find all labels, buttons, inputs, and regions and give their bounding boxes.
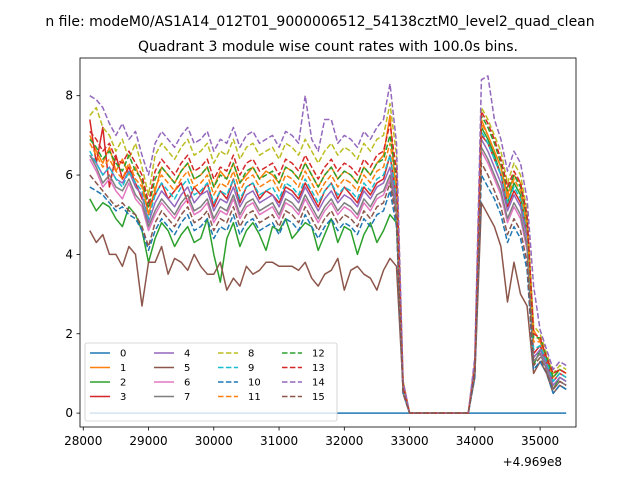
legend-label-5: 5: [184, 363, 190, 374]
y-tick-label: 8: [65, 89, 73, 103]
series-line-12: [89, 114, 567, 414]
axes: 28000 29000 30000 31000 32000 33000 34000 35000…: [64, 57, 577, 448]
series-line-6: [89, 150, 567, 414]
x-tick-label: 31000: [260, 434, 298, 448]
series-line-10: [89, 174, 567, 414]
series-line-5: [89, 202, 567, 414]
series-line-13: [89, 110, 567, 414]
series-line-14: [89, 75, 567, 414]
x-tick-label: 30000: [195, 434, 233, 448]
legend-label-13: 13: [312, 363, 325, 374]
legend-label-9: 9: [248, 363, 254, 374]
legend-label-8: 8: [248, 349, 254, 360]
series-line-4: [89, 138, 567, 414]
figure-suptitle: n file: modeM0/AS1A14_012T01_9000006512_…: [45, 14, 594, 30]
x-tick-label: 32000: [325, 434, 363, 448]
series-line-8: [89, 102, 567, 414]
y-tick-label: 4: [65, 247, 73, 261]
x-tick-label: 35000: [521, 434, 559, 448]
series-lines: [89, 75, 567, 414]
x-offset-label: +4.969e8: [503, 455, 562, 469]
axes-frame: [79, 57, 577, 428]
legend-label-7: 7: [184, 392, 190, 403]
legend-label-15: 15: [312, 392, 325, 403]
legend-label-2: 2: [120, 378, 126, 389]
legend-label-1: 1: [120, 363, 126, 374]
y-tick-label: 6: [65, 168, 73, 182]
y-tick-label: 2: [65, 327, 73, 341]
legend-label-10: 10: [248, 378, 261, 389]
x-tick-label: 28000: [64, 434, 102, 448]
x-tick-label: 34000: [456, 434, 494, 448]
series-line-15: [89, 162, 567, 414]
legend-label-4: 4: [184, 349, 190, 360]
legend-box: [84, 342, 338, 422]
x-tick-label: 29000: [129, 434, 167, 448]
legend-label-0: 0: [120, 349, 126, 360]
x-tick-label: 33000: [390, 434, 428, 448]
legend-label-3: 3: [120, 392, 126, 403]
legend-label-12: 12: [312, 349, 325, 360]
series-line-2: [89, 126, 567, 414]
series-line-11: [89, 122, 567, 414]
legend-label-11: 11: [248, 392, 261, 403]
series-line-7: [89, 146, 567, 414]
y-tick-label: 0: [65, 406, 73, 420]
chart-title: Quadrant 3 module wise count rates with …: [138, 39, 518, 55]
plot-area: [89, 75, 567, 414]
legend-label-14: 14: [312, 378, 325, 389]
legend-label-6: 6: [184, 378, 190, 389]
series-line-9: [89, 130, 567, 414]
